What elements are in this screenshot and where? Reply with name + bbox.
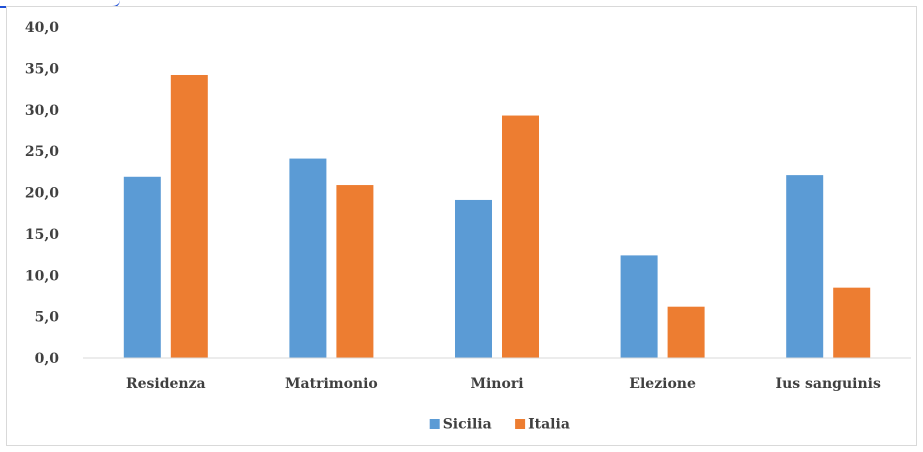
- y-tick-label: 5,0: [35, 310, 60, 326]
- y-tick-label: 15,0: [25, 227, 59, 243]
- legend-swatch-sicilia: [429, 419, 440, 429]
- y-axis: 0,0 5,0 10,0 15,0 20,0 25,0 30,0 35,0 40,0: [25, 20, 59, 367]
- legend-swatch-italia: [515, 419, 526, 429]
- bar-italia-elezione: [667, 306, 705, 358]
- y-tick-label: 20,0: [25, 186, 59, 202]
- bar-italia-matrimonio: [336, 185, 374, 358]
- x-category-label: Elezione: [629, 376, 696, 392]
- y-tick-label: 0,0: [35, 351, 60, 367]
- y-tick-label: 10,0: [25, 268, 59, 284]
- y-tick-label: 30,0: [25, 103, 59, 119]
- legend: Sicilia Italia: [429, 417, 570, 433]
- x-category-label: Matrimonio: [285, 376, 378, 392]
- x-category-label: Residenza: [126, 376, 206, 392]
- y-tick-label: 35,0: [25, 61, 59, 77]
- y-tick-label: 25,0: [25, 144, 59, 160]
- bar-chart: 0,0 5,0 10,0 15,0 20,0 25,0 30,0 35,0 40,0 Resid…: [25, 20, 911, 433]
- legend-label-italia: Italia: [528, 417, 570, 433]
- legend-label-sicilia: Sicilia: [443, 417, 492, 433]
- bar-italia-residenza: [170, 74, 208, 359]
- x-category-label: Minori: [470, 376, 523, 392]
- bar-sicilia-residenza: [123, 176, 161, 358]
- bar-italia-ius-sanguinis: [833, 287, 871, 358]
- y-tick-label: 40,0: [25, 20, 59, 36]
- bar-sicilia-matrimonio: [289, 158, 327, 358]
- bar-sicilia-elezione: [620, 255, 658, 358]
- bar-sicilia-minori: [455, 199, 492, 358]
- bar-italia-minori: [502, 115, 539, 358]
- x-category-label: Ius sanguinis: [776, 376, 881, 392]
- x-axis: Residenza Matrimonio Minori Elezione Ius san…: [83, 357, 911, 392]
- bar-sicilia-ius-sanguinis: [786, 175, 824, 358]
- bars: [123, 74, 871, 359]
- chart-frame: 0,0 5,0 10,0 15,0 20,0 25,0 30,0 35,0 40,0 Resid…: [6, 6, 917, 446]
